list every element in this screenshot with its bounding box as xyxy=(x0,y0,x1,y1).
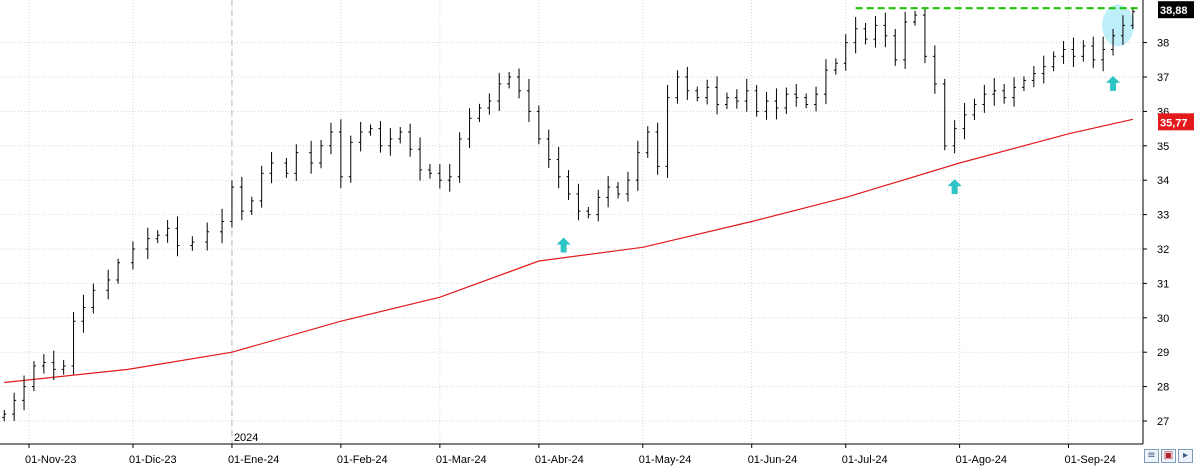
last-price-badge xyxy=(1158,1,1194,19)
x-tick-label: 01-Nov-23 xyxy=(25,454,76,466)
y-tick-label: 28 xyxy=(1157,382,1169,394)
y-tick-label: 31 xyxy=(1157,278,1169,290)
y-tick-label: 33 xyxy=(1157,210,1169,222)
year-label: 2024 xyxy=(234,432,258,444)
x-tick-label: 01-Ago-24 xyxy=(956,454,1007,466)
menu-icon[interactable]: ≡ xyxy=(1144,449,1159,463)
y-tick-label: 29 xyxy=(1157,347,1169,359)
x-tick-label: 01-Abr-24 xyxy=(535,454,584,466)
x-tick-label: 01-May-24 xyxy=(639,454,692,466)
arrow-right-icon[interactable]: ▸ xyxy=(1178,449,1193,463)
up-arrow-icon xyxy=(1106,75,1121,91)
x-tick-label: 01-Ene-24 xyxy=(228,454,279,466)
y-tick-label: 38 xyxy=(1157,38,1169,50)
last-price-label: 38,88 xyxy=(1160,5,1188,17)
x-tick-label: 01-Jun-24 xyxy=(748,454,798,466)
up-arrow-icon xyxy=(556,237,571,253)
ma-value-label: 35,77 xyxy=(1160,117,1188,129)
x-tick-label: 01-Feb-24 xyxy=(337,454,388,466)
x-tick-label: 01-Sep-24 xyxy=(1065,454,1116,466)
plot-area xyxy=(0,0,1143,444)
highlight-circle xyxy=(1102,4,1134,47)
x-tick-label: 01-Mar-24 xyxy=(436,454,487,466)
y-tick-label: 35 xyxy=(1157,141,1169,153)
y-tick-label: 30 xyxy=(1157,313,1169,325)
ma-value-badge xyxy=(1158,113,1194,131)
up-arrow-icon xyxy=(947,179,962,195)
save-icon[interactable]: ▣ xyxy=(1161,449,1176,463)
y-tick-label: 27 xyxy=(1157,416,1169,428)
x-tick-label: 01-Dic-23 xyxy=(129,454,177,466)
y-tick-label: 34 xyxy=(1157,175,1169,187)
moving-average-line xyxy=(4,118,1134,384)
x-tick-label: 01-Jul-24 xyxy=(842,454,888,466)
y-tick-label: 32 xyxy=(1157,244,1169,256)
y-tick-label: 37 xyxy=(1157,72,1169,84)
